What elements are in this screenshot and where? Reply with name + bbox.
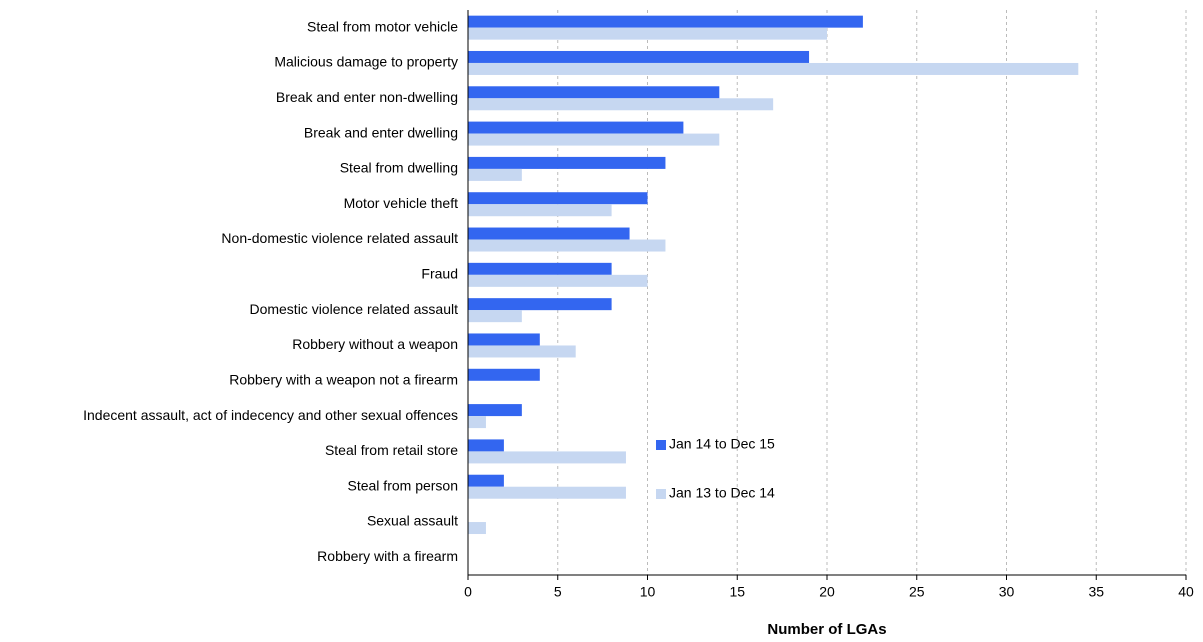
y-tick-label: Domestic violence related assault — [249, 301, 458, 317]
y-tick-label: Steal from dwelling — [340, 160, 458, 176]
bar — [468, 86, 720, 99]
bar — [468, 404, 522, 417]
bar — [468, 27, 827, 40]
legend-label: Jan 14 to Dec 15 — [669, 436, 775, 452]
y-tick-label: Malicious damage to property — [274, 54, 458, 70]
bar — [468, 98, 774, 111]
legend-swatch — [656, 440, 666, 450]
bar — [468, 133, 720, 146]
bar — [468, 274, 648, 287]
bar — [468, 168, 522, 181]
x-tick-label: 25 — [909, 584, 925, 600]
x-tick-label: 30 — [999, 584, 1015, 600]
bar — [468, 192, 648, 205]
x-tick-label: 0 — [464, 584, 472, 600]
x-tick-label: 15 — [729, 584, 745, 600]
bar — [468, 345, 576, 358]
y-tick-label: Break and enter dwelling — [304, 124, 458, 140]
bar — [468, 310, 522, 323]
y-tick-label: Robbery with a weapon not a firearm — [229, 371, 458, 387]
y-tick-label: Robbery without a weapon — [292, 336, 458, 352]
bar — [468, 156, 666, 169]
x-tick-label: 20 — [819, 584, 835, 600]
x-tick-label: 5 — [554, 584, 562, 600]
bar — [468, 262, 612, 275]
bar — [468, 474, 504, 487]
y-tick-label: Steal from retail store — [325, 442, 458, 458]
y-tick-label: Indecent assault, act of indecency and o… — [83, 407, 458, 423]
y-tick-label: Non-domestic violence related assault — [221, 230, 458, 246]
x-tick-label: 35 — [1088, 584, 1104, 600]
bar — [468, 62, 1079, 75]
bar — [468, 298, 612, 311]
y-tick-label: Break and enter non-dwelling — [276, 89, 458, 105]
bar — [468, 439, 504, 452]
y-tick-label: Steal from motor vehicle — [307, 18, 458, 34]
y-tick-label: Steal from person — [348, 477, 459, 493]
y-tick-label: Robbery with a firearm — [317, 548, 458, 564]
bar — [468, 368, 540, 381]
legend-label: Jan 13 to Dec 14 — [669, 485, 775, 501]
bar — [468, 451, 626, 464]
bar — [468, 239, 666, 252]
bar — [468, 121, 684, 134]
bar — [468, 15, 863, 28]
x-axis-title: Number of LGAs — [767, 621, 886, 638]
bar — [468, 333, 540, 346]
bar — [468, 486, 626, 499]
bar — [468, 50, 810, 63]
bar — [468, 522, 486, 535]
legend-swatch — [656, 489, 666, 499]
x-tick-label: 40 — [1178, 584, 1194, 600]
y-tick-label: Fraud — [421, 266, 458, 282]
bar — [468, 227, 630, 240]
y-tick-label: Sexual assault — [367, 513, 458, 529]
y-tick-label: Motor vehicle theft — [344, 195, 458, 211]
x-tick-label: 10 — [640, 584, 656, 600]
bar — [468, 416, 486, 429]
bar — [468, 204, 612, 217]
